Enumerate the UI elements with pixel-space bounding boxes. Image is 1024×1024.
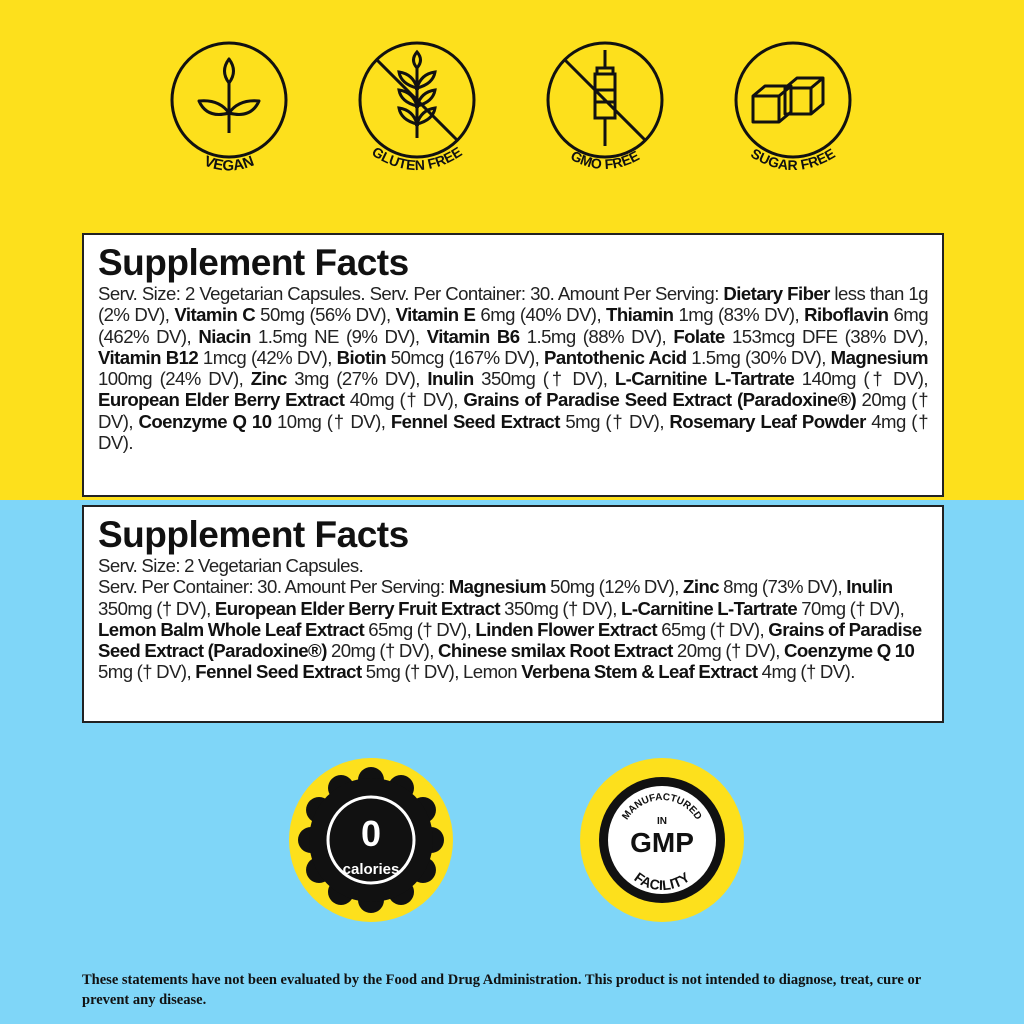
ingredient-name: Vitamin B12: [98, 346, 199, 368]
svg-text:GMO FREE: GMO FREE: [568, 147, 642, 172]
ingredient-name: Grains of Paradise Seed Extract (Paradox…: [463, 389, 857, 411]
ingredient-name: European Elder Berry Fruit Extract: [214, 597, 501, 619]
ingredient-amount: 350mg († DV),: [473, 368, 615, 390]
ingredient-name: Fennel Seed Extract: [390, 410, 561, 432]
ingredient-name: Rosemary Leaf Powder: [669, 410, 866, 432]
ingredient-name: Zinc: [250, 368, 288, 390]
ingredient-amount: 5mg († DV), Lemon: [361, 661, 522, 683]
ingredient-name: Biotin: [336, 346, 387, 368]
ingredient-amount: 20mg († DV),: [672, 640, 784, 662]
ingredient-amount: 65mg († DV),: [364, 618, 476, 640]
calories-number: 0: [361, 813, 381, 854]
ingredient-amount: 20mg († DV),: [98, 389, 929, 432]
ingredient-amount: 10mg († DV),: [271, 410, 391, 432]
ingredient-amount: 4mg († DV).: [98, 410, 929, 454]
gmp-in-text: IN: [657, 816, 667, 827]
ingredient-amount: 1.5mg (88% DV),: [519, 325, 674, 347]
calories-label: calories: [343, 861, 400, 878]
ingredient-amount: 40mg († DV),: [344, 389, 464, 411]
supplement-facts-panel-1: Supplement Facts Serv. Size: 2 Vegetaria…: [82, 233, 944, 497]
ingredient-name: L-Carnitine L-Tartrate: [614, 368, 795, 390]
ingredient-amount: 6mg (462% DV),: [98, 304, 929, 347]
vegan-badge: VEGAN: [170, 41, 288, 175]
ingredient-name: Zinc: [683, 576, 720, 598]
gluten-free-label: GLUTEN FREE: [369, 143, 464, 173]
ingredient-amount: 3mg (27% DV),: [286, 368, 428, 390]
facts-ingredients: Serv. Per Container: 30. Amount Per Serv…: [98, 576, 928, 682]
ingredient-name: Riboflavin: [804, 304, 889, 326]
ingredient-amount: 350mg († DV),: [98, 597, 215, 619]
ingredient-name: Verbena Stem & Leaf Extract: [521, 661, 758, 683]
ingredient-name: Grains of Paradise Seed Extract (Paradox…: [98, 618, 922, 662]
ingredient-amount: 20mg († DV),: [326, 640, 439, 662]
ingredient-amount: 50mg (56% DV),: [255, 304, 396, 326]
ingredient-amount: 1mcg (42% DV),: [198, 346, 337, 368]
ingredient-name: Linden Flower Extract: [475, 618, 658, 640]
fda-disclaimer: These statements have not been evaluated…: [82, 972, 921, 1008]
ingredient-amount: 1.5mg NE (9% DV),: [250, 325, 427, 347]
ingredient-amount: 100mg (24% DV),: [98, 368, 251, 390]
ingredient-amount: 5mg († DV),: [559, 410, 670, 432]
ingredient-name: Vitamin C: [174, 304, 256, 326]
ingredient-amount: 153mcg DFE (38% DV),: [724, 325, 929, 347]
facts-title: Supplement Facts: [98, 514, 409, 555]
ingredient-name: Thiamin: [606, 304, 674, 326]
ingredient-amount: 50mg (12% DV),: [546, 576, 684, 598]
ingredient-name: Chinese smilax Root Extract: [438, 640, 673, 662]
ingredient-amount: less than 1g (2% DV),: [98, 283, 929, 326]
gluten-free-badge: GLUTEN FREE: [358, 41, 476, 173]
svg-text:VEGAN: VEGAN: [202, 153, 257, 175]
ingredient-amount: 1.5mg (30% DV),: [686, 346, 831, 368]
ingredient-name: L-Carnitine L-Tartrate: [621, 597, 798, 619]
ingredient-amount: 65mg († DV),: [657, 618, 769, 640]
ingredient-name: Vitamin E: [395, 304, 476, 326]
supplement-facts-panel-2: Supplement Facts Serv. Size: 2 Vegetaria…: [82, 505, 944, 723]
vegan-label: VEGAN: [202, 153, 257, 175]
ingredient-name: Coenzyme Q 10: [138, 410, 272, 432]
ingredient-amount: 140mg († DV),: [794, 368, 929, 390]
ingredient-amount: 4mg († DV).: [757, 661, 856, 683]
ingredient-amount: 350mg († DV),: [500, 597, 622, 619]
serving-size: Serv. Size: 2 Vegetarian Capsules.: [98, 555, 364, 576]
sugar-free-badge: SUGAR FREE: [734, 41, 852, 173]
ingredient-name: Inulin: [846, 576, 893, 598]
ingredient-name: Fennel Seed Extract: [195, 661, 362, 683]
ingredient-name: Inulin: [427, 368, 474, 390]
svg-text:SUGAR FREE: SUGAR FREE: [748, 145, 838, 173]
gmp-main-text: GMP: [630, 827, 694, 858]
ingredient-amount: 6mg (40% DV),: [475, 304, 607, 326]
ingredient-amount: 1mg (83% DV),: [673, 304, 805, 326]
wheat-crossed-icon: [375, 49, 459, 142]
ingredient-name: Magnesium: [448, 576, 547, 598]
ingredient-name: Pantothenic Acid: [544, 346, 687, 368]
facts-ingredients: Serv. Size: 2 Vegetarian Capsules. Serv.…: [98, 283, 929, 454]
zero-calories-badge: 0 calories: [289, 758, 453, 922]
gmo-free-badge: GMO FREE: [546, 41, 664, 172]
ingredient-amount: 8mg (73% DV),: [719, 576, 847, 598]
ingredient-amount: 70mg († DV),: [797, 597, 905, 619]
ingredient-name: Dietary Fiber: [723, 283, 830, 304]
svg-text:GLUTEN FREE: GLUTEN FREE: [369, 143, 464, 173]
ingredient-name: Magnesium: [830, 346, 929, 368]
facts-title: Supplement Facts: [98, 242, 409, 283]
ingredient-name: Vitamin B6: [426, 325, 520, 347]
ingredient-name: Coenzyme Q 10: [784, 640, 915, 662]
ingredient-amount: Serv. Per Container: 30. Amount Per Serv…: [98, 576, 449, 598]
ingredient-name: Niacin: [198, 325, 251, 347]
gmp-facility-badge: MANUFACTURED IN GMP FACILITY: [580, 758, 744, 922]
sugar-free-label: SUGAR FREE: [748, 145, 838, 173]
ingredient-amount: Serv. Size: 2 Vegetarian Capsules. Serv.…: [98, 283, 724, 304]
sugar-cubes-crossed-icon: [751, 76, 825, 124]
ingredient-name: Lemon Balm Whole Leaf Extract: [98, 618, 365, 640]
gmo-free-label: GMO FREE: [568, 147, 642, 172]
ingredient-name: European Elder Berry Extract: [98, 389, 345, 411]
leaf-plant-icon: [197, 57, 261, 133]
ingredient-name: Folate: [673, 325, 725, 347]
ingredient-amount: 50mcg (167% DV),: [386, 346, 545, 368]
ingredient-amount: 5mg († DV),: [98, 661, 196, 683]
syringe-crossed-icon: [563, 50, 647, 146]
